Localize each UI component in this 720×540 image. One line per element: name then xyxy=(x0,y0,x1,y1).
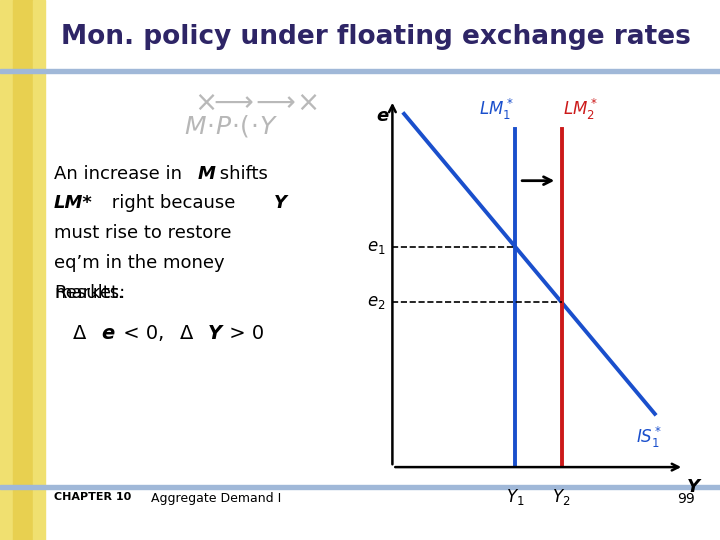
Bar xyxy=(0,69,720,73)
Text: $Y_2$: $Y_2$ xyxy=(552,487,571,507)
Text: Results:: Results: xyxy=(54,284,125,301)
Text: > 0: > 0 xyxy=(223,324,264,343)
Text: LM*: LM* xyxy=(54,194,93,212)
Text: An increase in: An increase in xyxy=(54,165,188,183)
Bar xyxy=(0,485,720,489)
Text: $\Delta$: $\Delta$ xyxy=(179,324,194,343)
Text: Y: Y xyxy=(274,194,287,212)
Text: must rise to restore: must rise to restore xyxy=(54,224,232,242)
Text: M: M xyxy=(198,165,216,183)
Text: $LM_1^*$: $LM_1^*$ xyxy=(479,97,513,122)
Bar xyxy=(13,0,33,540)
Text: $M\!\cdot\!P\!\cdot\!(\!\cdot\!Y$: $M\!\cdot\!P\!\cdot\!(\!\cdot\!Y$ xyxy=(184,113,278,139)
Text: e: e xyxy=(377,107,389,125)
Text: Mon. policy under floating exchange rates: Mon. policy under floating exchange rate… xyxy=(61,24,691,50)
Text: < 0,: < 0, xyxy=(117,324,177,343)
Text: CHAPTER 10: CHAPTER 10 xyxy=(54,492,131,503)
Text: Y: Y xyxy=(207,324,222,343)
Text: $LM_2^*$: $LM_2^*$ xyxy=(563,97,598,122)
Text: $\times\!\!\longrightarrow\!\!\longrightarrow\!\!\times$: $\times\!\!\longrightarrow\!\!\longright… xyxy=(194,89,319,117)
Text: shifts: shifts xyxy=(214,165,268,183)
Text: right because: right because xyxy=(106,194,241,212)
Text: market.: market. xyxy=(54,284,124,301)
Text: 99: 99 xyxy=(677,492,695,507)
Text: Aggregate Demand I: Aggregate Demand I xyxy=(151,492,282,505)
Text: $e_1$: $e_1$ xyxy=(367,238,386,256)
Text: e: e xyxy=(101,324,114,343)
Text: Y: Y xyxy=(687,478,700,496)
Text: $\Delta$: $\Delta$ xyxy=(72,324,87,343)
Bar xyxy=(0,0,13,540)
Text: $IS_1^*$: $IS_1^*$ xyxy=(636,425,662,450)
Bar xyxy=(33,0,45,540)
Text: $Y_1$: $Y_1$ xyxy=(505,487,524,507)
Text: eq’m in the money: eq’m in the money xyxy=(54,254,225,272)
Text: $e_2$: $e_2$ xyxy=(367,293,386,311)
